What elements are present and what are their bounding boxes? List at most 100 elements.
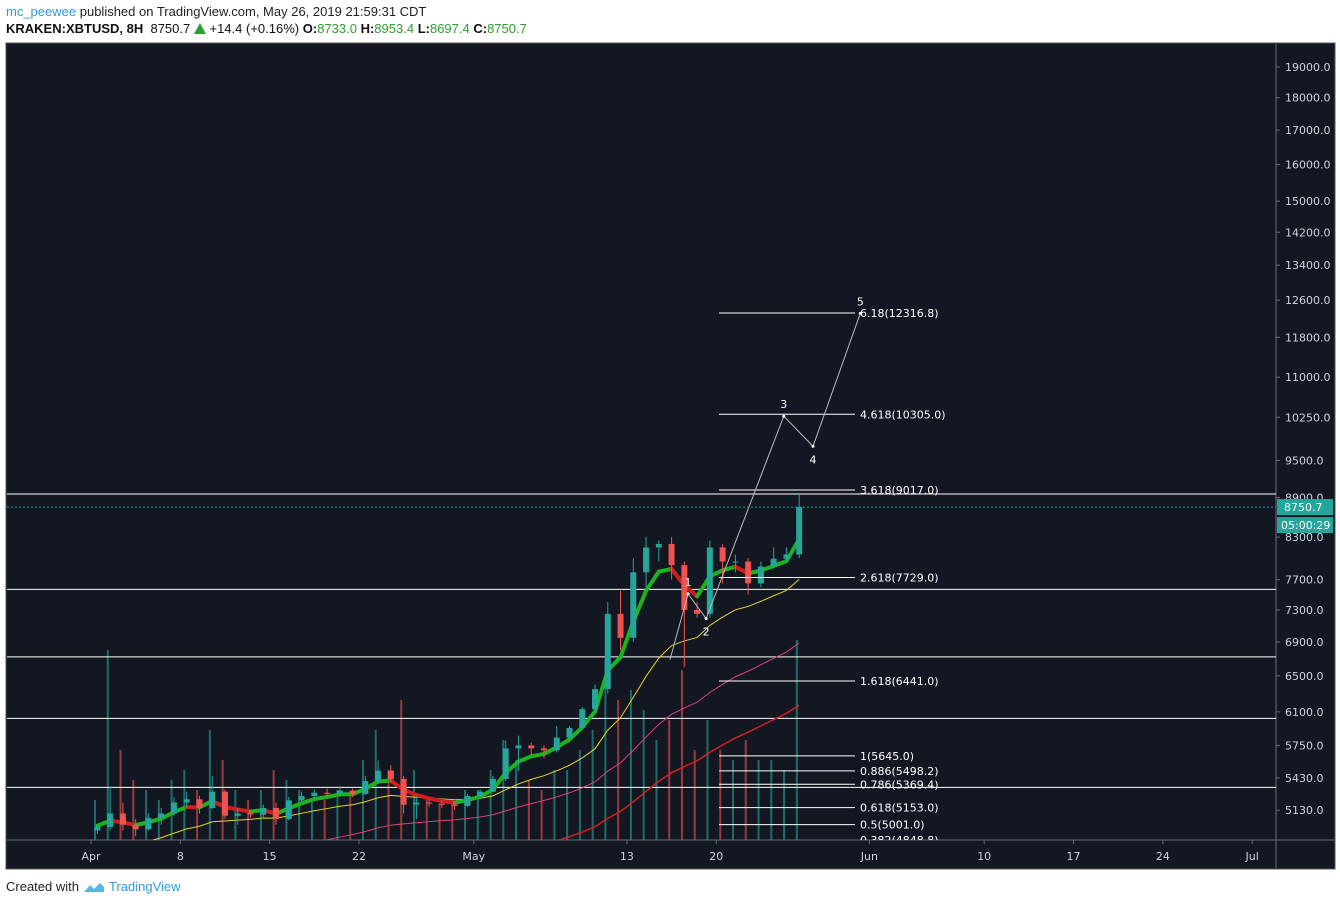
- price-tick-label: 13400.0: [1285, 259, 1331, 272]
- candle-body: [183, 799, 190, 803]
- candle-body: [119, 813, 126, 825]
- volume-bar: [323, 800, 326, 840]
- price-tick-label: 19000.0: [1285, 61, 1331, 74]
- wave-label: 2: [703, 626, 710, 639]
- candle-body: [400, 778, 407, 805]
- ma-fast-segment: [439, 798, 457, 805]
- elliott-wave-path: [669, 313, 861, 660]
- volume-bar: [757, 760, 760, 840]
- candle-body: [694, 609, 701, 614]
- volume-bar: [132, 780, 135, 840]
- time-tick-label: 8: [177, 850, 184, 863]
- candle-body: [260, 807, 267, 815]
- time-tick-label: 20: [709, 850, 723, 863]
- volume-bar: [706, 720, 709, 840]
- candle-body: [528, 745, 535, 749]
- plot-area: 6.18(12316.8) 4.618(10305.0) 3.618(9017.0)…: [7, 295, 1276, 840]
- ma-fast-segment: [644, 569, 661, 593]
- price-tick-label: 11000.0: [1285, 371, 1331, 384]
- candle-body: [94, 827, 101, 831]
- candle-body: [706, 547, 713, 614]
- volume-bar: [208, 730, 211, 840]
- footer: Created with TradingView: [6, 879, 181, 894]
- volume-bar: [617, 700, 620, 840]
- candle-body: [107, 813, 114, 828]
- candle-body: [489, 778, 496, 792]
- price-tick-label: 18000.0: [1285, 92, 1331, 105]
- price-tick-label: 11800.0: [1285, 331, 1331, 344]
- tradingview-link[interactable]: TradingView: [108, 879, 181, 894]
- volume-bar: [655, 740, 658, 840]
- candle-body: [502, 748, 509, 779]
- volume-bar: [719, 750, 722, 840]
- volume-bar: [540, 790, 543, 840]
- price-tick-label: 6500.0: [1285, 670, 1324, 683]
- candle-body: [247, 813, 254, 815]
- candle-body: [221, 791, 228, 816]
- volume-bar: [553, 770, 556, 840]
- volume-bar: [183, 770, 186, 840]
- price-tick-label: 17000.0: [1285, 124, 1331, 137]
- volume-bar: [259, 790, 262, 840]
- candle-body: [170, 802, 177, 814]
- volume-bar: [298, 790, 301, 840]
- price-tick-label: 6100.0: [1285, 706, 1324, 719]
- volume-bar: [629, 690, 632, 840]
- candle-body: [719, 547, 726, 562]
- wave-point: [811, 444, 815, 448]
- volume-bar: [744, 740, 747, 840]
- low-label: L:: [417, 21, 430, 36]
- fib-level-label: 0.786(5369.4): [860, 778, 939, 791]
- countdown-badge: [1277, 517, 1333, 534]
- time-tick-label: 15: [263, 850, 277, 863]
- candle-body: [566, 727, 573, 738]
- publish-info: mc_peewee published on TradingView.com, …: [6, 4, 426, 19]
- volume-bar: [361, 760, 364, 840]
- volume-bar: [668, 720, 671, 840]
- wave-label: 1: [685, 576, 692, 589]
- fib-level-label: 3.618(9017.0): [860, 484, 939, 497]
- fib-level-label: 2.618(7729.0): [860, 572, 939, 585]
- volume-bar: [693, 750, 696, 840]
- ma-red-line: [559, 704, 800, 840]
- candle-body: [375, 770, 382, 782]
- volume-bar: [438, 804, 441, 840]
- ma-fast-segment: [516, 754, 534, 764]
- fib-level-label: 0.5(5001.0): [860, 819, 925, 832]
- fib-level-label: 6.18(12316.8): [860, 307, 939, 320]
- volume-bar: [515, 760, 518, 840]
- price-tick-label: 5130.0: [1285, 804, 1324, 817]
- candle-body: [668, 543, 675, 566]
- volume-bar: [783, 770, 786, 840]
- volume-bar: [119, 750, 122, 840]
- fib-level-label: 4.618(10305.0): [860, 408, 946, 421]
- volume-bar: [425, 800, 428, 840]
- wave-point: [704, 617, 708, 621]
- author-link[interactable]: mc_peewee: [6, 4, 77, 19]
- price-tick-label: 12600.0: [1285, 294, 1331, 307]
- volume-bar: [94, 800, 96, 840]
- up-triangle-icon: [193, 23, 206, 34]
- ma-fast-segment: [299, 797, 317, 806]
- candle-body: [145, 817, 152, 830]
- volume-bar: [413, 770, 415, 840]
- wave-point: [858, 311, 862, 315]
- time-tick-label: 22: [352, 850, 366, 863]
- volume-bar: [336, 790, 339, 840]
- candle-body: [732, 561, 739, 563]
- candle-body: [655, 543, 662, 548]
- candle-body: [477, 791, 484, 796]
- wave-label: 5: [857, 295, 864, 308]
- price-tick-label: 14200.0: [1285, 226, 1331, 239]
- fib-level-label: 1.618(6441.0): [860, 675, 939, 688]
- candle-body: [464, 795, 471, 806]
- candle-body: [298, 795, 305, 801]
- volume-bar: [795, 640, 798, 840]
- volume-bar: [591, 730, 594, 840]
- close-value: 8750.7: [487, 21, 527, 36]
- candle-body: [604, 613, 611, 690]
- price-tick-label: 16000.0: [1285, 159, 1331, 172]
- volume-bar: [604, 660, 607, 840]
- symbol: KRAKEN:XBTUSD, 8H: [6, 21, 144, 36]
